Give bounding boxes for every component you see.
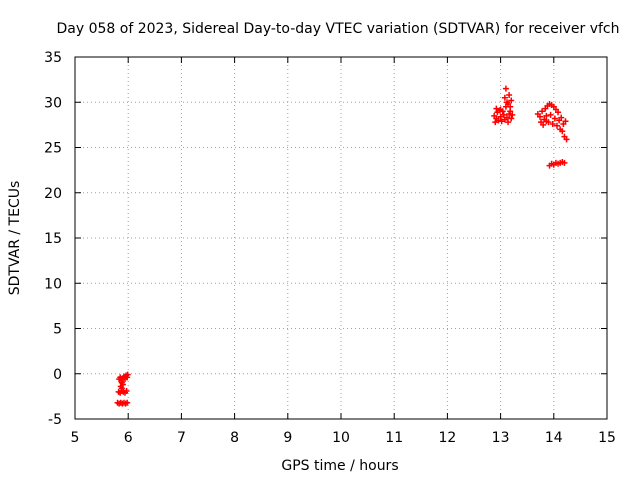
- y-axis-tick-labels: -5 0 5 10 15 20 25 30 35: [44, 50, 62, 428]
- data-point: [119, 381, 126, 388]
- data-point: [123, 387, 130, 394]
- x-tick-label: 9: [283, 430, 292, 446]
- x-axis-label: GPS time / hours: [281, 458, 398, 474]
- x-tick-label: 6: [124, 430, 133, 446]
- y-tick-label: 30: [44, 95, 62, 111]
- y-tick-label: 0: [53, 367, 62, 383]
- data-point: [549, 120, 556, 127]
- data-point: [502, 85, 509, 92]
- data-point: [562, 118, 569, 125]
- data-point: [508, 115, 515, 122]
- y-tick-label: 25: [44, 141, 62, 157]
- x-tick-label: 10: [332, 430, 350, 446]
- data-point: [498, 118, 505, 125]
- data-point: [508, 97, 515, 104]
- y-tick-label: -5: [48, 412, 62, 428]
- data-point: [547, 111, 554, 118]
- y-tick-label: 35: [44, 50, 62, 66]
- chart-title: Day 058 of 2023, Sidereal Day-to-day VTE…: [56, 21, 619, 37]
- data-point: [506, 92, 513, 99]
- x-tick-label: 5: [71, 430, 80, 446]
- data-point: [500, 111, 507, 118]
- x-axis-tick-labels: 5 6 7 8 9 10 11 12 13 14 15: [71, 430, 616, 446]
- x-tick-label: 11: [385, 430, 403, 446]
- data-point: [497, 113, 504, 120]
- axis-ticks: [74, 56, 608, 420]
- data-point: [540, 121, 547, 128]
- data-point: [501, 94, 508, 101]
- y-tick-label: 10: [44, 276, 62, 292]
- y-axis-label: SDTVAR / TECUs: [7, 181, 23, 296]
- data-point: [492, 119, 499, 126]
- data-point: [507, 103, 514, 110]
- x-tick-label: 12: [438, 430, 456, 446]
- data-point: [497, 106, 504, 113]
- data-points: [114, 85, 570, 407]
- data-point: [503, 114, 510, 121]
- data-point: [493, 105, 500, 112]
- data-point: [543, 118, 550, 125]
- data-point: [543, 112, 550, 119]
- x-tick-label: 14: [545, 430, 563, 446]
- data-point: [536, 113, 543, 120]
- data-point: [559, 128, 566, 135]
- data-point: [493, 115, 500, 122]
- x-tick-label: 15: [598, 430, 616, 446]
- grid-lines: [75, 57, 607, 419]
- data-point: [561, 159, 568, 166]
- data-point: [124, 399, 131, 406]
- y-tick-label: 15: [44, 231, 62, 247]
- data-point: [496, 107, 503, 114]
- x-tick-label: 13: [492, 430, 510, 446]
- data-point: [555, 109, 562, 116]
- data-point: [558, 114, 565, 121]
- x-tick-label: 8: [230, 430, 239, 446]
- data-point: [539, 108, 546, 115]
- data-point: [509, 111, 516, 118]
- y-tick-label: 5: [53, 322, 62, 338]
- data-point: [124, 371, 131, 378]
- data-point: [553, 122, 560, 129]
- y-tick-label: 20: [44, 186, 62, 202]
- data-point: [551, 115, 558, 122]
- x-tick-label: 7: [177, 430, 186, 446]
- data-point: [505, 119, 512, 126]
- data-point: [563, 136, 570, 143]
